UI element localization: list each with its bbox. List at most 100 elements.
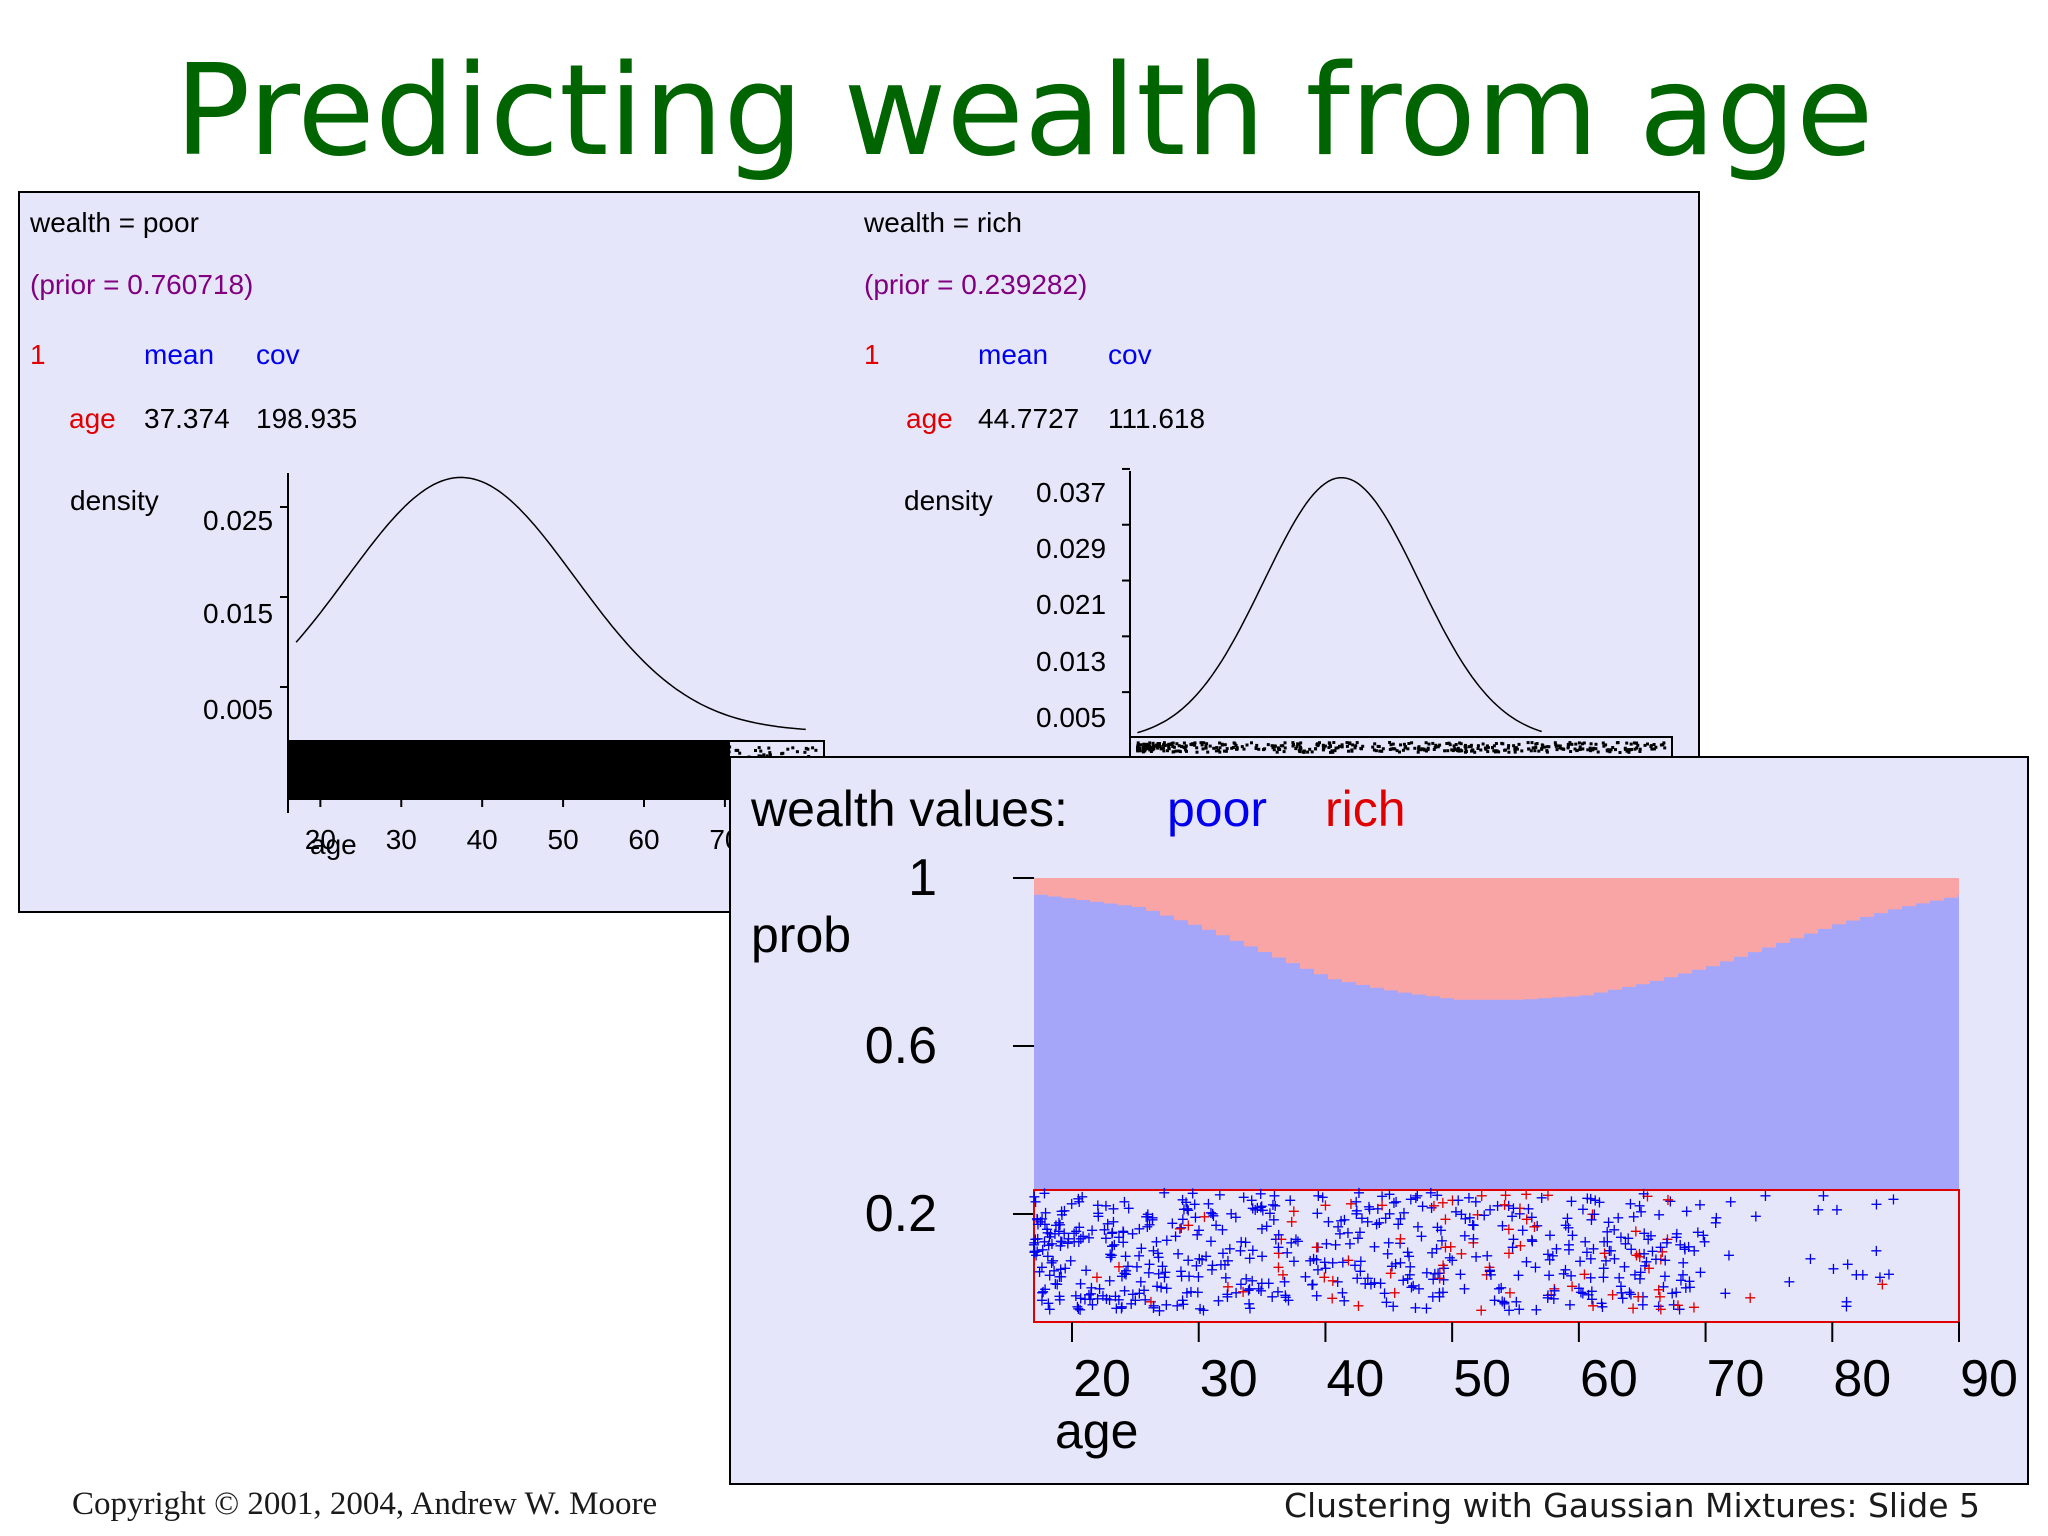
data-point — [1520, 749, 1524, 753]
poor-density-label: density — [70, 485, 159, 516]
poor-data-point: + — [1873, 1267, 1886, 1286]
data-point — [1456, 746, 1460, 750]
rich-data-point: + — [1498, 1195, 1511, 1214]
rich-data-point: + — [1287, 1201, 1300, 1220]
data-point — [728, 745, 732, 749]
poor-data-point: + — [1055, 1202, 1068, 1221]
poor-data-point: + — [1045, 1234, 1058, 1253]
poor-data-point: + — [1520, 1252, 1533, 1271]
legend-label: wealth values: — [751, 781, 1068, 837]
poor-data-point: + — [1029, 1192, 1042, 1211]
data-point — [1145, 742, 1149, 746]
poor-data-point: + — [1069, 1222, 1082, 1241]
poor-data-point: + — [1354, 1261, 1367, 1280]
poor-data-point: + — [1190, 1256, 1203, 1275]
data-point — [1296, 742, 1300, 746]
data-point — [1148, 744, 1152, 748]
data-point — [1148, 741, 1152, 745]
poor-data-point: + — [1502, 1301, 1515, 1320]
poor-data-point: + — [1106, 1223, 1119, 1242]
data-point — [1322, 746, 1326, 750]
poor-data-point: + — [1029, 1246, 1042, 1265]
poor-data-point: + — [1530, 1216, 1543, 1235]
data-point — [1604, 743, 1608, 747]
poor-data-point: + — [1596, 1297, 1609, 1316]
rich-data-point: + — [1375, 1196, 1388, 1215]
poor-data-point: + — [1683, 1278, 1696, 1297]
data-point — [1378, 749, 1382, 753]
poor-data-point: + — [1204, 1203, 1217, 1222]
poor-data-point: + — [1263, 1204, 1276, 1223]
data-point — [1537, 749, 1541, 753]
prob-x-tick-label: 60 — [1580, 1350, 1638, 1408]
poor-data-point: + — [1840, 1297, 1853, 1316]
poor-data-point: + — [1619, 1234, 1632, 1253]
data-point — [1224, 749, 1228, 753]
poor-data-point: + — [1229, 1283, 1242, 1302]
poor-data-point: + — [1044, 1224, 1057, 1243]
poor-data-point: + — [1506, 1238, 1519, 1257]
poor-data-point: + — [1525, 1208, 1538, 1227]
poor-data-point: + — [1216, 1243, 1229, 1262]
poor-data-point: + — [1221, 1285, 1234, 1304]
data-point — [1625, 741, 1629, 745]
poor-data-point: + — [1255, 1273, 1268, 1292]
data-point — [1180, 745, 1184, 749]
poor-data-point: + — [1397, 1203, 1410, 1222]
data-point — [1137, 743, 1141, 747]
poor-data-point: + — [1150, 1232, 1163, 1251]
rich-data-point: + — [1236, 1282, 1249, 1301]
poor-data-point: + — [1634, 1263, 1647, 1282]
data-point — [1204, 746, 1208, 750]
data-point — [1272, 748, 1276, 752]
data-point — [1410, 741, 1414, 745]
data-point — [1279, 744, 1283, 748]
data-point — [1586, 748, 1590, 752]
poor-data-point: + — [1678, 1240, 1691, 1259]
poor-data-point: + — [1375, 1187, 1388, 1206]
poor-data-point: + — [1160, 1231, 1173, 1250]
data-point — [795, 750, 799, 754]
poor-data-point: + — [1170, 1296, 1183, 1315]
poor-data-point: + — [1719, 1284, 1732, 1303]
data-point — [1136, 748, 1139, 752]
poor-data-point: + — [1483, 1261, 1496, 1280]
rich-data-point: + — [1502, 1243, 1515, 1262]
poor-data-point: + — [1252, 1279, 1265, 1298]
data-point — [1588, 746, 1592, 750]
poor-data-point: + — [1430, 1185, 1443, 1204]
poor-data-point: + — [1436, 1283, 1449, 1302]
prob-x-tick-label: 40 — [1327, 1350, 1385, 1408]
rich-data-point: + — [1144, 1292, 1157, 1311]
data-point — [1553, 741, 1557, 745]
poor-data-point: + — [1192, 1220, 1205, 1239]
poor-data-point: + — [1389, 1192, 1402, 1211]
data-point — [1283, 746, 1287, 750]
data-point — [1254, 746, 1258, 750]
prob-x-tick-label: 30 — [1200, 1350, 1258, 1408]
slide-title: Predicting wealth from age — [174, 37, 1874, 184]
poor-data-point: + — [1430, 1239, 1443, 1258]
poor-data-point: + — [1093, 1279, 1106, 1298]
poor-data-point: + — [1069, 1286, 1082, 1305]
rich-data-point: + — [1182, 1215, 1195, 1234]
poor-data-point: + — [1064, 1251, 1077, 1270]
poor-data-point: + — [1435, 1231, 1448, 1250]
data-point — [1242, 747, 1246, 751]
data-point — [1434, 743, 1438, 747]
data-point — [1594, 742, 1598, 746]
data-point — [1540, 747, 1544, 751]
poor-data-point: + — [1373, 1213, 1386, 1232]
poor-data-point: + — [1099, 1196, 1112, 1215]
poor-data-point: + — [1141, 1217, 1154, 1236]
data-point — [811, 746, 815, 750]
poor-data-point: + — [1035, 1257, 1048, 1276]
rich-data-point: + — [1342, 1250, 1355, 1269]
poor-data-point: + — [1126, 1224, 1139, 1243]
poor-data-point: + — [1284, 1233, 1297, 1252]
poor-data-point: + — [1043, 1227, 1056, 1246]
poor-data-point: + — [1043, 1265, 1056, 1284]
data-point — [1570, 742, 1574, 746]
rich-data-point: + — [1221, 1277, 1234, 1296]
data-point — [1578, 745, 1582, 749]
